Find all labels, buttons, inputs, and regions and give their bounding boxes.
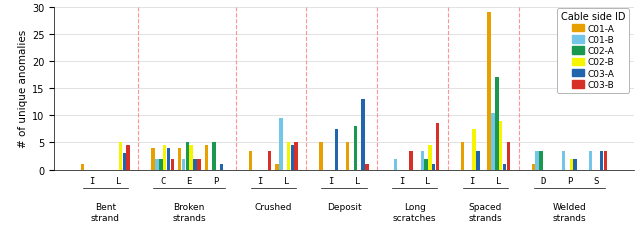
Bar [499, 121, 502, 170]
Bar [424, 159, 428, 170]
Legend: C01-A, C01-B, C02-A, C02-B, C03-A, C03-B: C01-A, C01-B, C02-A, C02-B, C03-A, C03-B [557, 9, 629, 93]
Bar [163, 146, 166, 170]
Bar [536, 151, 539, 170]
Text: Spaced
strands: Spaced strands [468, 202, 502, 222]
Bar [562, 151, 565, 170]
Text: Broken
strands: Broken strands [172, 202, 206, 222]
Bar [152, 148, 155, 170]
Bar [275, 164, 278, 170]
Bar [294, 143, 298, 170]
Bar [532, 164, 535, 170]
Bar [197, 159, 200, 170]
Text: Deposit: Deposit [326, 202, 362, 211]
Bar [182, 159, 185, 170]
Bar [186, 143, 189, 170]
Bar [503, 164, 506, 170]
Bar [604, 151, 607, 170]
Bar [268, 151, 271, 170]
Bar [171, 159, 174, 170]
Bar [436, 124, 439, 170]
Bar [488, 13, 491, 170]
Text: Bent
strand: Bent strand [91, 202, 120, 222]
Bar [220, 164, 223, 170]
Bar [570, 159, 573, 170]
Bar [354, 127, 357, 170]
Bar [394, 159, 397, 170]
Text: Crushed: Crushed [255, 202, 292, 211]
Bar [159, 159, 163, 170]
Bar [319, 143, 323, 170]
Bar [428, 146, 431, 170]
Bar [365, 164, 369, 170]
Bar [287, 143, 290, 170]
Bar [495, 78, 499, 170]
Y-axis label: # of unique anomalies: # of unique anomalies [18, 30, 28, 148]
Bar [119, 143, 122, 170]
Bar [346, 143, 349, 170]
Bar [492, 113, 495, 170]
Bar [573, 159, 577, 170]
Bar [212, 143, 216, 170]
Bar [205, 146, 208, 170]
Bar [167, 148, 170, 170]
Bar [291, 146, 294, 170]
Bar [193, 159, 196, 170]
Bar [189, 146, 193, 170]
Bar [540, 151, 543, 170]
Text: Long
scratches: Long scratches [393, 202, 436, 222]
Bar [600, 151, 604, 170]
Bar [335, 129, 338, 170]
Text: Welded
strands: Welded strands [552, 202, 586, 222]
Bar [156, 159, 159, 170]
Bar [279, 118, 282, 170]
Bar [249, 151, 252, 170]
Bar [476, 151, 479, 170]
Bar [410, 151, 413, 170]
Bar [362, 100, 365, 170]
Bar [461, 143, 465, 170]
Bar [420, 151, 424, 170]
Bar [472, 129, 476, 170]
Bar [123, 154, 126, 170]
Bar [432, 164, 435, 170]
Bar [507, 143, 510, 170]
Bar [81, 164, 84, 170]
Bar [178, 148, 181, 170]
Bar [589, 151, 592, 170]
Bar [127, 146, 130, 170]
